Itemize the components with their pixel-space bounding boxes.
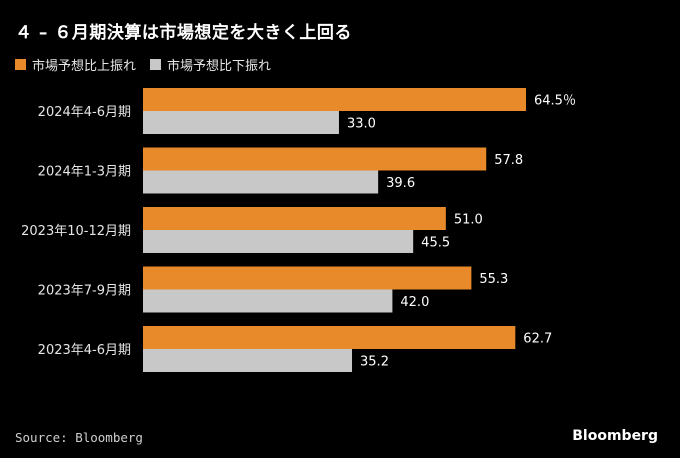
data-label-miss: 39.6 — [386, 176, 415, 191]
bar-miss — [143, 170, 379, 194]
bar-beat — [143, 266, 472, 290]
category-label: 2024年1-3月期 — [38, 165, 131, 180]
bloomberg-logo: Bloomberg — [572, 428, 658, 444]
bar-beat — [143, 326, 516, 349]
legend: 市場予想比上振れ 市場予想比下振れ — [15, 55, 285, 74]
bar-beat — [143, 88, 526, 111]
chart-title: ４ – ６月期決算は市場想定を大きく上回る — [15, 23, 352, 43]
data-label-beat: 51.0 — [454, 213, 483, 228]
category-label: 2023年10-12月期 — [21, 224, 131, 239]
data-label-beat: 55.3 — [479, 272, 508, 287]
category-label: 2024年4-6月期 — [38, 105, 131, 120]
category-label: 2023年4-6月期 — [38, 343, 131, 358]
data-label-beat: 64.5％ — [534, 94, 576, 109]
legend-swatch-miss — [150, 59, 162, 70]
data-label-miss: 33.0 — [347, 117, 376, 132]
legend-item-beat: 市場予想比上振れ — [15, 55, 136, 74]
bar-miss — [143, 349, 353, 372]
legend-label-miss: 市場予想比下振れ — [167, 59, 272, 74]
legend-swatch-beat — [15, 59, 26, 70]
bar-miss — [143, 230, 414, 253]
data-label-beat: 62.7 — [523, 332, 552, 347]
legend-label-beat: 市場予想比上振れ — [32, 59, 137, 74]
legend-item-miss: 市場予想比下振れ — [150, 55, 271, 74]
bar-beat — [143, 207, 446, 230]
data-label-miss: 42.0 — [400, 295, 429, 310]
bar-miss — [143, 289, 393, 313]
source-note: Source: Bloomberg — [15, 430, 143, 445]
bar-miss — [143, 111, 339, 134]
bar-beat — [143, 147, 487, 171]
data-label-miss: 35.2 — [360, 355, 389, 370]
category-label: 2023年7-9月期 — [38, 284, 131, 299]
data-label-beat: 57.8 — [494, 153, 523, 168]
data-label-miss: 45.5 — [421, 236, 450, 251]
